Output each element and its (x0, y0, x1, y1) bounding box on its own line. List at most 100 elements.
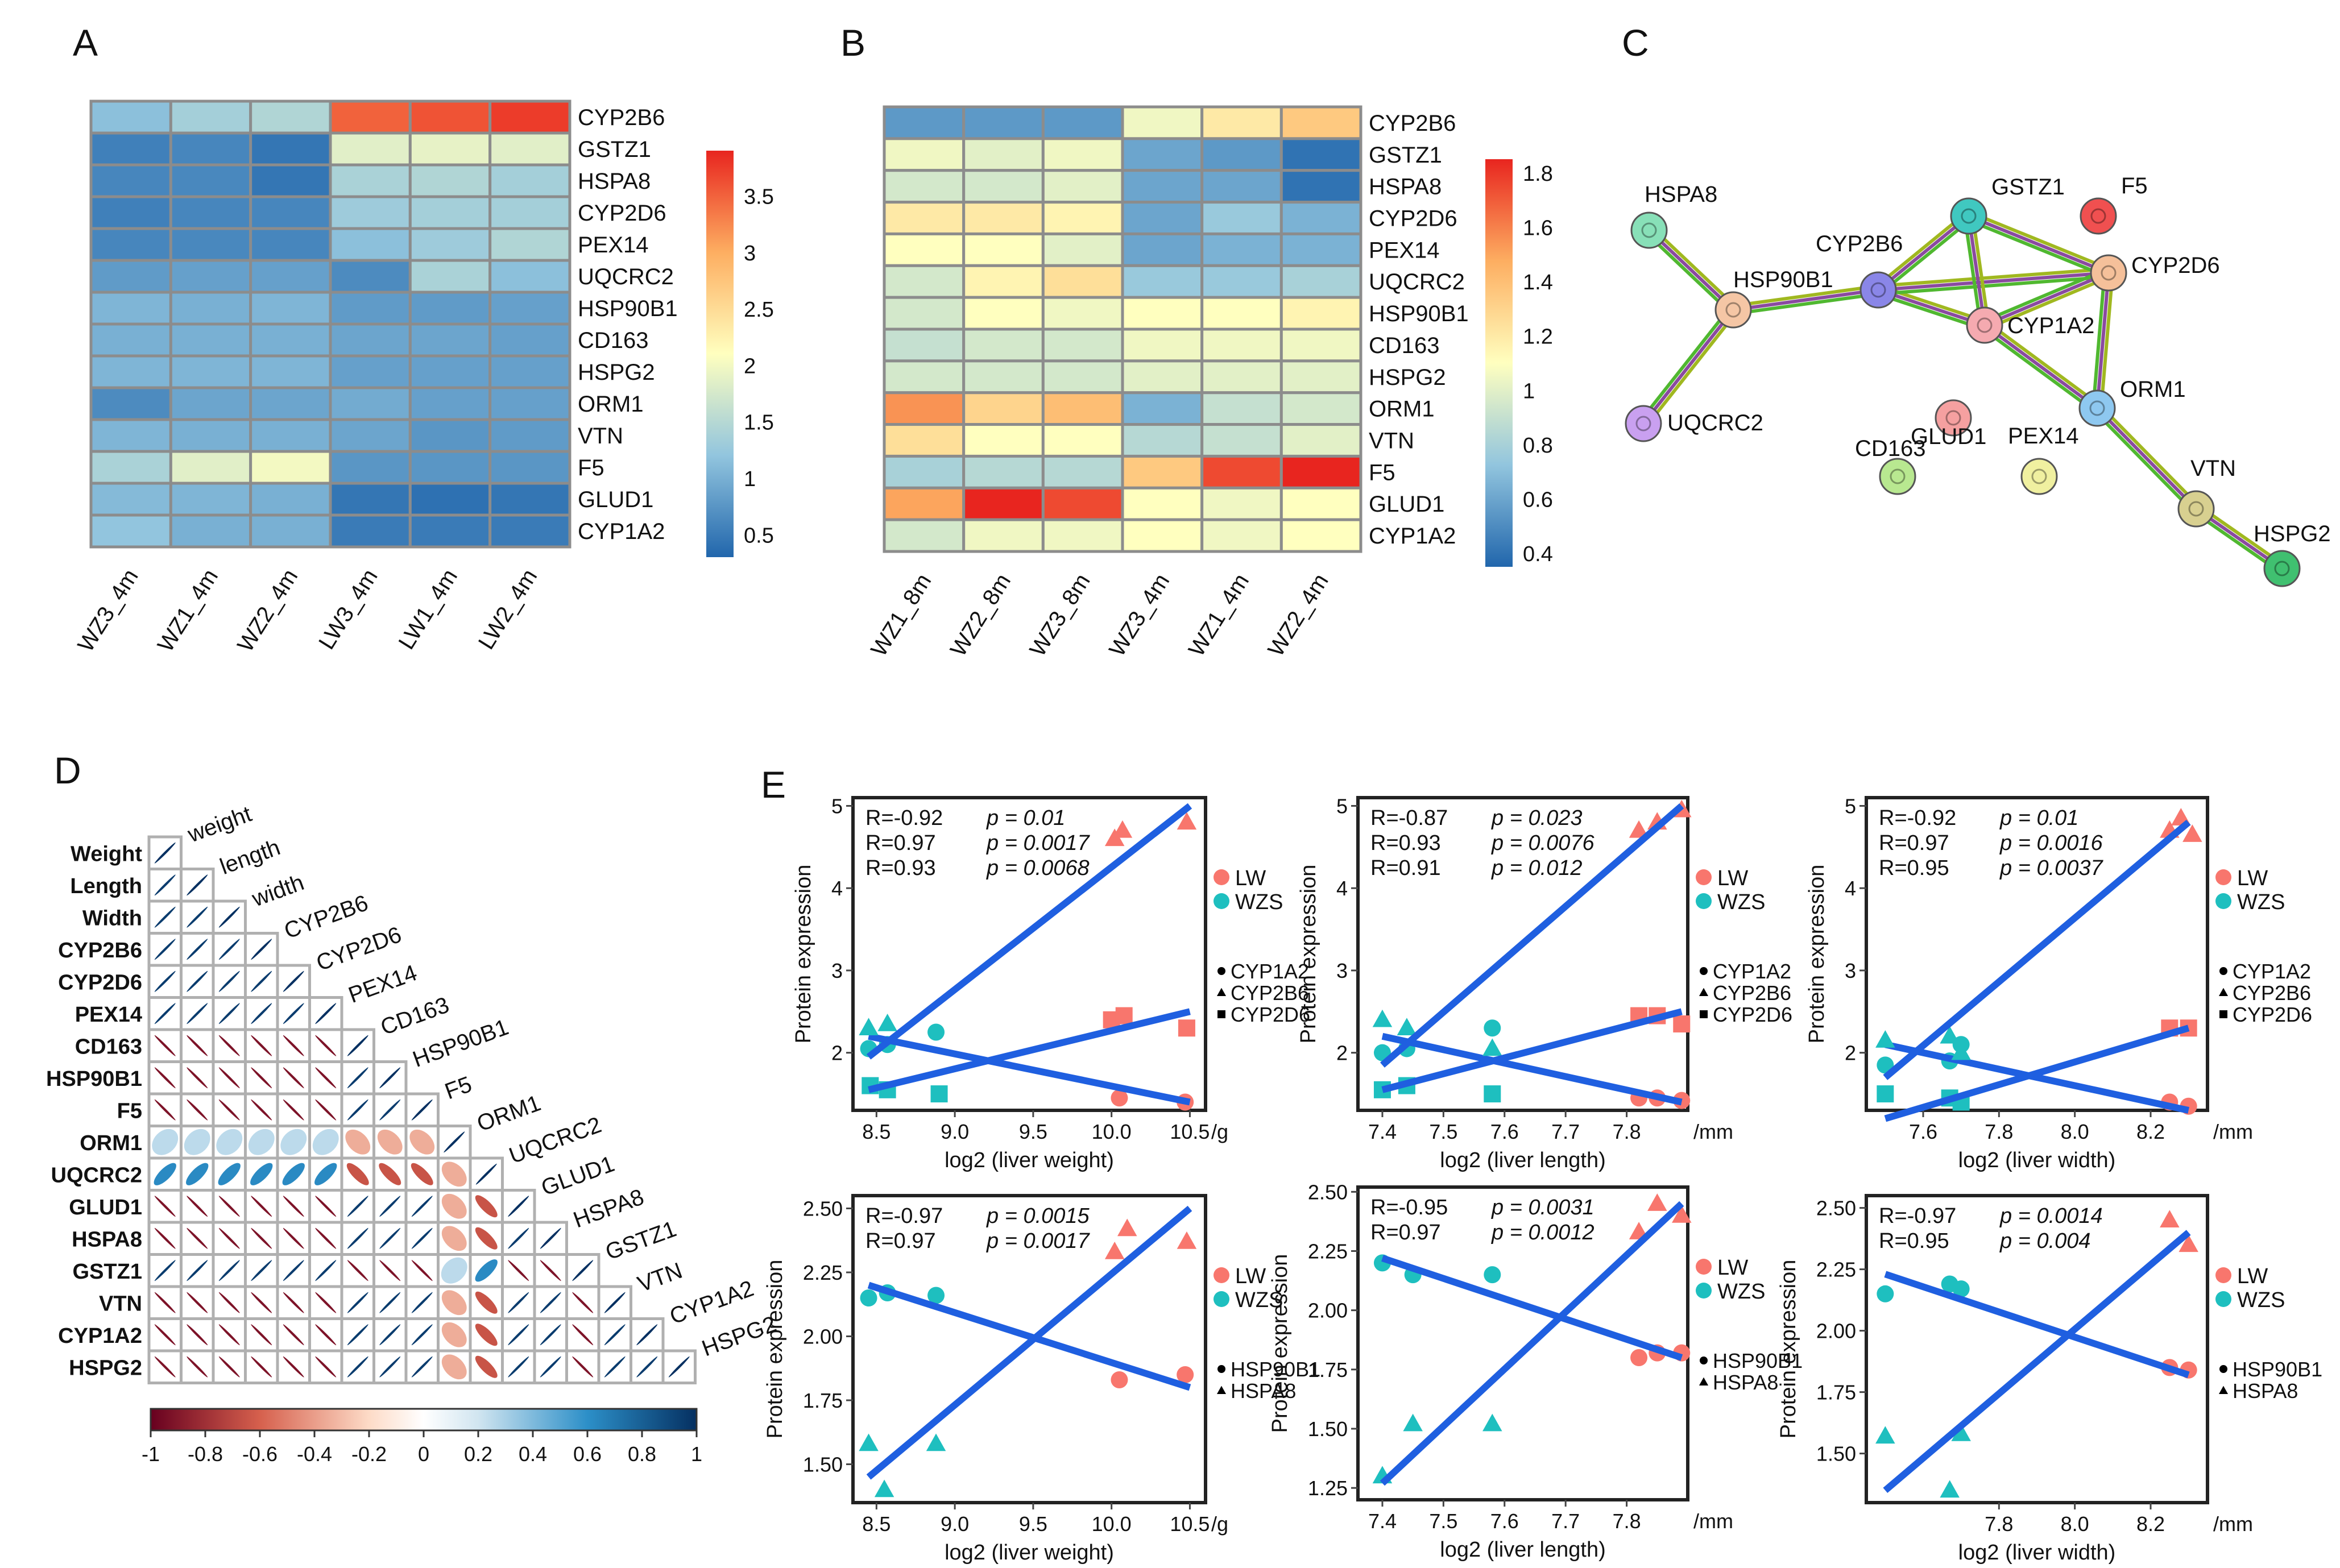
stat-r: R=-0.87 (1370, 806, 1448, 830)
heat-cell-pex14-wz3_4m (89, 227, 172, 262)
point-wzs-hsp90b1 (1952, 1280, 1970, 1298)
heat-cell-glud1-wz3_8m (1041, 486, 1124, 521)
heat-cell-hspa8-wz2_4m (1279, 169, 1362, 204)
x-tick-label: 7.6 (1490, 1509, 1519, 1533)
corr-ellipse-hspg2-pex14 (315, 1356, 337, 1378)
heat-cell-orm1-lw3_4m (329, 386, 412, 421)
heat-row-label-pex14: PEX14 (1369, 238, 1440, 263)
heat-row-label-cd163: CD163 (578, 328, 649, 353)
heat-cell-gstz1-lw1_4m (408, 131, 492, 167)
point-lw-hspa8 (1104, 1242, 1125, 1259)
heat-row-label-cyp2b6: CYP2B6 (1369, 111, 1456, 136)
heat-cell-cyp2d6-wz1_4m (1200, 201, 1283, 235)
x-tick-label: 9.0 (941, 1512, 969, 1536)
heat-cell-f5-wz3_8m (1041, 454, 1124, 490)
heat-cell-f5-wz2_4m (249, 450, 332, 485)
heat-cell-cd163-wz2_4m (249, 322, 332, 358)
network-node-glud1 (1935, 399, 1972, 437)
heat-cell-orm1-wz3_8m (1041, 391, 1124, 426)
network-edge-cyp2b6-cyp2d6 (1878, 267, 2109, 288)
heat-cell-hsp90b1-wz2_4m (249, 291, 332, 326)
stat-r: R=0.97 (1879, 831, 1949, 855)
x-tick-label: 7.8 (1985, 1512, 2013, 1536)
corr-ellipse-orm1-cd163 (345, 1129, 371, 1155)
heat-col-label-wz2_4m: WZ2_4m (233, 565, 303, 656)
network-node-f5 (2080, 197, 2117, 235)
heat-cell-vtn-wz2_4m (249, 418, 332, 453)
network-edge-hsp90b1-uqcrc2 (1639, 306, 1732, 422)
colorbar-tick-label: 3.5 (744, 185, 774, 209)
corr-ellipse-cyp2d6-cyp2d6 (283, 970, 304, 992)
colorbar-tick-label: 0.6 (1523, 488, 1553, 512)
x-unit-label: /mm (2213, 1120, 2253, 1143)
network-node-core-hspa8 (1641, 222, 1657, 238)
heat-cell-gstz1-wz1_4m (1200, 137, 1283, 172)
heat-cell-vtn-wz3_4m (1121, 423, 1204, 458)
corr-ellipse-vtn-uqcrc2 (475, 1291, 498, 1314)
corr-ellipse-hspg2-hspg2 (668, 1356, 690, 1378)
legend-shape-label-hsp90b1: HSP90B1 (1231, 1358, 1320, 1381)
corr-ellipse-glud1-pex14 (315, 1196, 337, 1217)
heat-cell-glud1-lw3_4m (329, 482, 412, 517)
corr-ellipse-hspa8-hspa8 (540, 1227, 561, 1249)
corr-ellipse-gstz1-cyp2b6 (251, 1260, 272, 1281)
corr-ellipse-pex14-cyp2b6 (251, 1003, 272, 1024)
heat-cell-hspa8-wz1_8m (883, 169, 966, 204)
corr-ellipse-glud1-cd163 (347, 1196, 368, 1217)
legend-shape-label-cyp2d6: CYP2D6 (2233, 1003, 2312, 1026)
panel-label-c: C (1622, 22, 1649, 64)
y-tick-label: 1.50 (1308, 1417, 1348, 1441)
stat-r: R=0.91 (1370, 856, 1441, 880)
corr-ellipse-pex14-weight (154, 1003, 176, 1024)
heat-cell-hspa8-wz3_4m (89, 163, 172, 198)
network-node-label-pex14: PEX14 (2008, 424, 2079, 449)
heat-cell-cd163-wz1_8m (883, 327, 966, 363)
heat-cell-orm1-wz1_4m (1200, 391, 1283, 426)
corr-ellipse-cyp2d6-cyp2b6 (251, 970, 272, 992)
corr-ellipse-hsp90b1-cyp2b6 (251, 1067, 272, 1089)
legend-shape-label-cyp2b6: CYP2B6 (1231, 981, 1309, 1005)
heat-cell-uqcrc2-wz1_4m (1200, 264, 1283, 299)
heat-cell-cd163-lw2_4m (488, 322, 571, 358)
heat-cell-hspa8-lw2_4m (488, 163, 571, 198)
corr-ellipse-gstz1-pex14 (315, 1260, 337, 1281)
legend-shape-label-cyp1a2: CYP1A2 (1713, 960, 1791, 983)
y-tick-label: 2 (831, 1042, 843, 1065)
heat-cell-orm1-wz3_4m (89, 386, 172, 421)
heat-cell-f5-lw3_4m (329, 450, 412, 485)
network-node-label-gstz1: GSTZ1 (1991, 175, 2065, 200)
point-wzs-cyp2d6 (1877, 1085, 1894, 1103)
point-wzs-hspa8 (926, 1433, 946, 1451)
heat-col-label-wz1_8m: WZ1_8m (866, 569, 936, 661)
heat-col-label-wz2_8m: WZ2_8m (946, 569, 1016, 661)
corr-colorbar-tick-label: 0.2 (464, 1442, 492, 1466)
heat-cell-cyp1a2-wz3_4m (89, 513, 172, 549)
y-tick-label: 2.00 (803, 1325, 843, 1349)
corr-ellipse-cyp2b6-width (218, 939, 240, 960)
fit-line-cyp2d6 (868, 1008, 1191, 1093)
corr-ellipse-vtn-cyp2b6 (251, 1292, 272, 1313)
x-tick-label: 7.4 (1368, 1509, 1397, 1533)
corr-ellipse-vtn-pex14 (315, 1292, 337, 1313)
heat-cell-cd163-wz2_4m (1279, 327, 1362, 363)
network-node-hspg2 (2263, 550, 2301, 587)
corr-ellipse-cyp1a2-cyp1a2 (636, 1324, 658, 1346)
heat-cell-hsp90b1-wz3_8m (1041, 296, 1124, 331)
corr-ellipse-width-length (187, 906, 208, 928)
corr-ellipse-glud1-width (218, 1196, 240, 1217)
heat-cell-uqcrc2-wz3_4m (89, 259, 172, 294)
corr-ellipse-hspg2-cd163 (347, 1356, 368, 1378)
x-tick-label: 8.2 (2136, 1120, 2165, 1143)
y-axis-title: Protein expression (1776, 1260, 1800, 1439)
heat-cell-vtn-wz2_8m (962, 423, 1045, 458)
heat-row-label-gstz1: GSTZ1 (1369, 143, 1442, 168)
point-lw-hspa8 (2179, 1234, 2198, 1252)
point-wzs-hspa8 (1875, 1426, 1895, 1444)
heat-cell-hsp90b1-wz1_8m (883, 296, 966, 331)
x-tick-label: 7.8 (1613, 1120, 1641, 1143)
heat-cell-cyp2b6-wz3_8m (1041, 105, 1124, 140)
stat-r: R=0.97 (865, 1229, 936, 1253)
heat-cell-orm1-wz1_8m (883, 391, 966, 426)
fit-line-cyp1a2 (1381, 1032, 1683, 1106)
